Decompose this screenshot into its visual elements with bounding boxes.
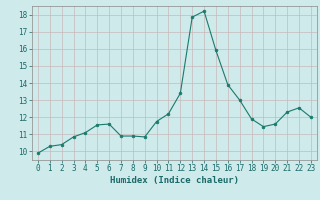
X-axis label: Humidex (Indice chaleur): Humidex (Indice chaleur) xyxy=(110,176,239,185)
